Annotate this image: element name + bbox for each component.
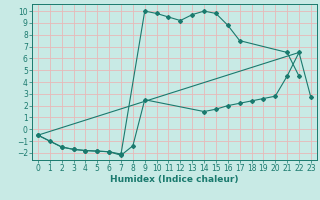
X-axis label: Humidex (Indice chaleur): Humidex (Indice chaleur) [110,175,239,184]
